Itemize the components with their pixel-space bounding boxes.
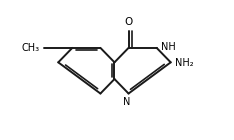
Text: N: N xyxy=(123,97,130,107)
Text: O: O xyxy=(124,17,133,27)
Text: NH₂: NH₂ xyxy=(175,58,194,68)
Text: NH: NH xyxy=(161,42,176,52)
Text: CH₃: CH₃ xyxy=(22,43,40,53)
